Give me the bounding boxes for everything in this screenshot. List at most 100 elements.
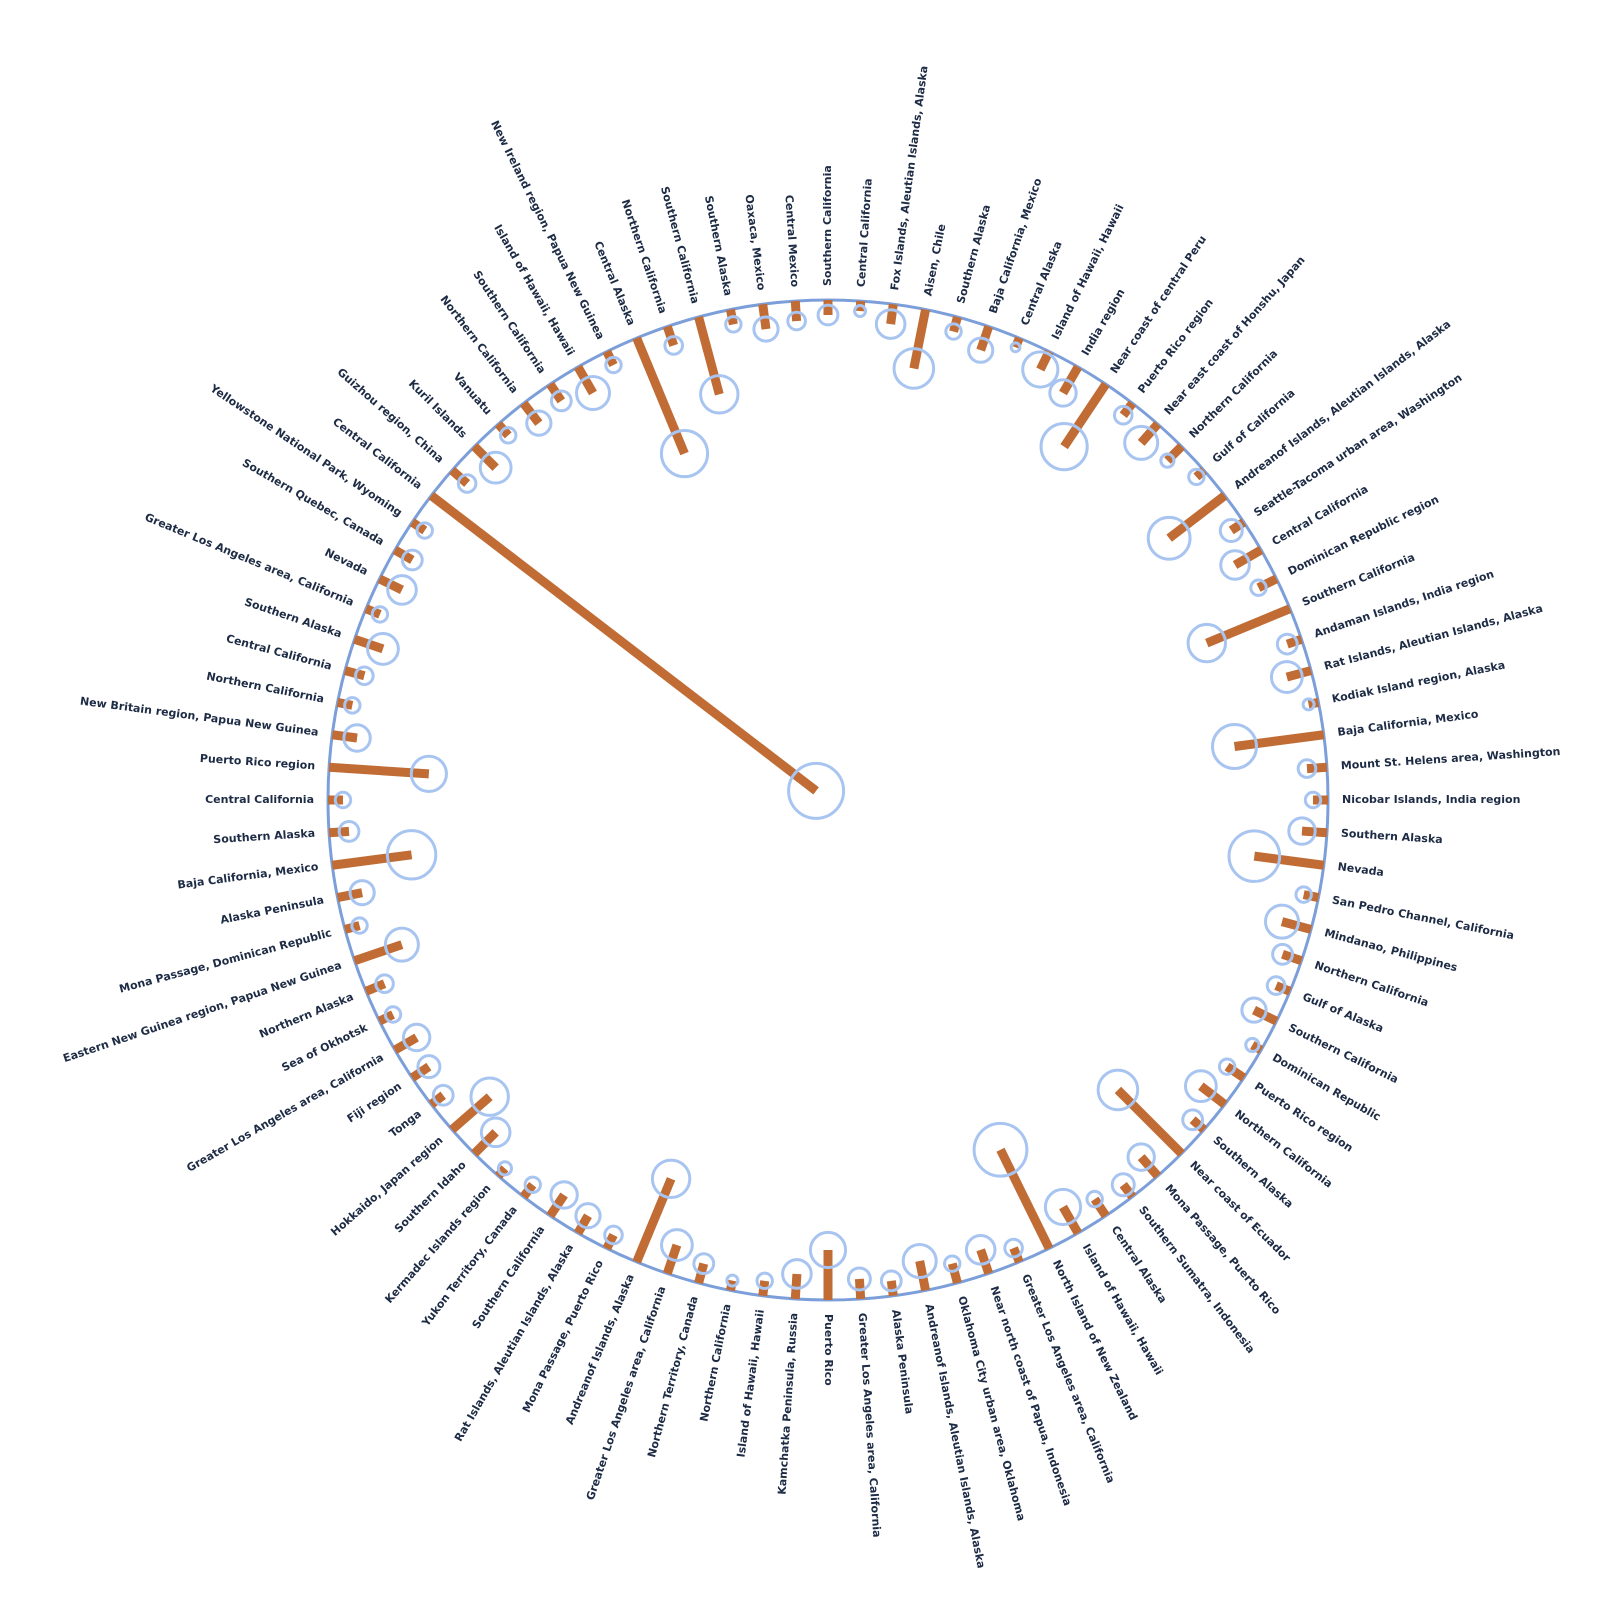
category-label: Southern California — [658, 185, 702, 305]
bar — [915, 1260, 930, 1292]
marker — [663, 335, 685, 356]
bar — [1253, 851, 1325, 870]
marker — [1021, 350, 1060, 389]
bar — [1285, 635, 1303, 649]
bar — [328, 762, 430, 779]
marker — [343, 696, 362, 715]
marker — [752, 315, 780, 343]
marker — [499, 426, 518, 445]
bar — [353, 940, 404, 965]
category-label: Central Alaska — [591, 239, 637, 327]
category-label: Nevada — [323, 546, 371, 578]
category-label: Island of Hawaii, Hawaii — [1080, 1242, 1166, 1378]
category-label: Puerto Rico — [822, 1314, 835, 1386]
marker — [1186, 622, 1227, 664]
bar — [996, 1147, 1054, 1251]
category-label: Southern Alaska — [702, 195, 735, 298]
category-label: Island of Hawaii, Hawaii — [735, 1309, 767, 1458]
marker — [874, 308, 907, 340]
category-label: Nicobar Islands, India region — [1342, 793, 1520, 806]
marker — [972, 1121, 1029, 1178]
marker — [1210, 722, 1258, 770]
category-label: Greater Los Angeles area, California — [143, 511, 356, 609]
bar — [1059, 364, 1082, 396]
category-label: Aisen, Chile — [921, 223, 948, 297]
marker — [342, 723, 372, 753]
marker — [549, 389, 573, 413]
marker — [386, 574, 418, 606]
bar — [1250, 1041, 1264, 1054]
marker — [1039, 422, 1089, 472]
marker — [523, 1175, 542, 1194]
category-label: Southern Alaska — [1341, 827, 1444, 847]
marker — [1296, 758, 1318, 779]
marker — [1263, 903, 1300, 940]
category-label: Tonga — [387, 1107, 424, 1140]
marker — [1265, 975, 1287, 996]
marker — [383, 926, 420, 963]
category-label: Kodiak Island region, Alaska — [1331, 658, 1507, 705]
category-label: Kermadec Islands region — [383, 1182, 494, 1306]
marker — [525, 409, 553, 437]
marker — [400, 548, 424, 572]
bar — [1137, 421, 1162, 446]
marker — [383, 1005, 403, 1024]
marker — [692, 1252, 716, 1276]
category-label: Fiji region — [345, 1080, 404, 1126]
category-label: Nevada — [1337, 860, 1385, 879]
marker — [1146, 515, 1192, 561]
marker — [575, 374, 611, 411]
category-label: Greater Los Angeles area, California — [584, 1284, 669, 1501]
marker — [1123, 424, 1160, 461]
marker — [469, 1076, 510, 1117]
marker — [724, 315, 743, 334]
marker — [1183, 1069, 1218, 1104]
bar — [1189, 1116, 1207, 1134]
category-label: Northern California — [1187, 347, 1281, 441]
marker — [1181, 1108, 1205, 1132]
category-label: Central California — [855, 178, 875, 288]
marker — [350, 916, 369, 935]
marker — [650, 1158, 692, 1199]
marker — [333, 790, 353, 810]
marker — [415, 521, 434, 540]
category-label: Northern California — [205, 670, 325, 706]
marker — [1240, 996, 1268, 1024]
category-label: Vanuatu — [451, 370, 495, 417]
marker — [1269, 660, 1304, 694]
category-label: Near north coast of Papua, Indonesia — [988, 1284, 1075, 1507]
bar — [1059, 1204, 1082, 1236]
marker — [725, 1273, 740, 1288]
category-label: Southern California — [821, 165, 834, 286]
marker — [1303, 790, 1323, 810]
marker — [348, 879, 376, 907]
marker — [1003, 1237, 1024, 1259]
category-label: Oaxaca, Mexico — [742, 194, 768, 292]
category-label: Yukon Territory, Canada — [419, 1204, 520, 1330]
bar — [947, 1262, 962, 1285]
bar — [494, 1165, 509, 1179]
marker — [660, 1228, 694, 1262]
category-label: Baja California, Mexico — [177, 860, 320, 891]
marker — [1275, 632, 1299, 656]
marker — [1294, 885, 1313, 904]
marker — [431, 1083, 455, 1107]
marker — [409, 754, 448, 793]
category-label: Baja California, Mexico — [1337, 707, 1480, 738]
marker — [337, 819, 361, 843]
bar — [1285, 666, 1313, 682]
marker — [401, 1022, 432, 1053]
marker — [1301, 697, 1316, 712]
marker — [1043, 1187, 1083, 1227]
category-label: Mona Passage, Puerto Rico — [520, 1258, 606, 1415]
marker — [1187, 467, 1206, 487]
category-label: Southern Alaska — [213, 827, 316, 847]
marker — [416, 1054, 442, 1080]
category-label: Greater Los Angeles area, California — [856, 1312, 884, 1537]
category-label: India region — [1079, 287, 1128, 358]
marker — [755, 1271, 774, 1291]
category-label: Alaska Peninsula — [889, 1309, 916, 1415]
marker — [354, 665, 375, 687]
bar — [976, 1248, 993, 1275]
